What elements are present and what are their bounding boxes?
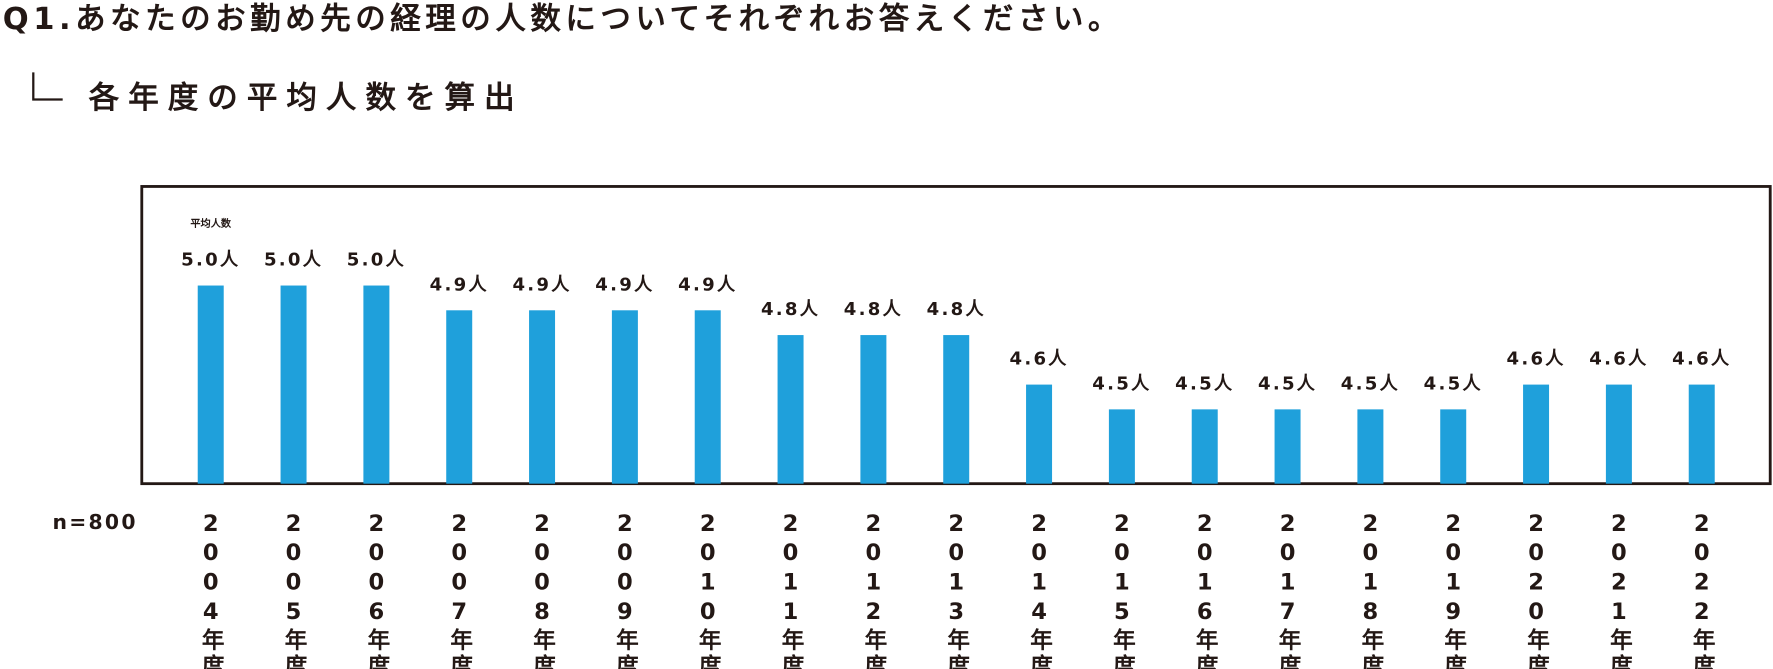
value-label: 4.9人 [430, 274, 489, 295]
x-tick-label: 2019年度 [1440, 511, 1466, 669]
x-tick-label: 2018年度 [1357, 511, 1383, 669]
sample-size: n=800 [53, 510, 138, 534]
bar [1274, 409, 1301, 484]
bar [363, 285, 390, 484]
x-tick-label: 2015年度 [1109, 511, 1135, 669]
x-tick-label: 2008年度 [529, 511, 555, 669]
x-tick-label: 2004年度 [198, 511, 224, 669]
x-tick-label: 2017年度 [1275, 511, 1301, 669]
bar [1523, 384, 1550, 484]
bar [529, 310, 556, 484]
bar [446, 310, 473, 484]
value-label: 4.9人 [678, 274, 737, 295]
bar [1605, 384, 1632, 484]
x-tick-label: 2007年度 [446, 511, 472, 669]
subtitle-bracket [32, 72, 63, 101]
value-label: 4.5人 [1092, 374, 1151, 395]
value-label: 4.5人 [1258, 374, 1317, 395]
value-label: 4.9人 [595, 274, 654, 295]
bar [1688, 384, 1715, 484]
value-label: 4.6人 [1009, 349, 1068, 370]
bar [1357, 409, 1384, 484]
x-tick-label: 2016年度 [1192, 511, 1218, 669]
value-label: 4.5人 [1175, 374, 1234, 395]
value-label-title: 平均人数 [190, 217, 231, 230]
bar [280, 285, 307, 484]
chart-subtitle: 各年度の平均人数を算出 [89, 80, 524, 116]
value-label: 4.6人 [1672, 349, 1731, 370]
value-label: 4.6人 [1589, 349, 1648, 370]
x-tick-label: 2009年度 [612, 511, 638, 669]
value-label: 4.5人 [1424, 374, 1483, 395]
value-label: 4.8人 [927, 299, 986, 320]
x-tick-label: 2021年度 [1606, 511, 1632, 669]
value-label: 5.0人 [181, 250, 240, 271]
bar [777, 335, 804, 484]
x-tick-label: 2013年度 [943, 511, 969, 669]
x-tick-label: 2012年度 [860, 511, 886, 669]
value-label: 4.9人 [512, 274, 571, 295]
value-label: 4.8人 [844, 299, 903, 320]
chart-title: Q1.あなたのお勤め先の経理の人数についてそれぞれお答えください。 [3, 2, 1123, 37]
value-label: 4.6人 [1506, 349, 1565, 370]
bar [943, 335, 970, 484]
bar [1026, 384, 1053, 484]
bar [694, 310, 721, 484]
value-label: 5.0人 [347, 250, 406, 271]
x-tick-label: 2022年度 [1689, 511, 1715, 669]
bar [611, 310, 638, 484]
x-tick-label: 2005年度 [281, 511, 307, 669]
x-tick-label: 2014年度 [1026, 511, 1052, 669]
bar [1191, 409, 1218, 484]
value-label: 4.5人 [1341, 374, 1400, 395]
bar [1108, 409, 1135, 484]
x-tick-label: 2010年度 [695, 511, 721, 669]
bar [860, 335, 887, 484]
value-label: 5.0人 [264, 250, 323, 271]
bar [1440, 409, 1467, 484]
x-tick-label: 2011年度 [778, 511, 804, 669]
bar [197, 285, 224, 484]
x-tick-label: 2020年度 [1523, 511, 1549, 669]
value-label: 4.8人 [761, 299, 820, 320]
x-tick-label: 2006年度 [363, 511, 389, 669]
